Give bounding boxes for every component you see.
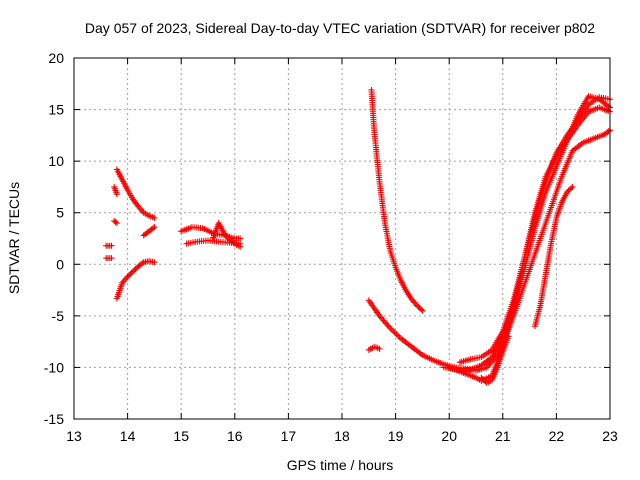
data-point bbox=[113, 191, 120, 198]
data-point bbox=[108, 255, 115, 262]
data-point bbox=[139, 260, 146, 267]
data-point bbox=[565, 187, 572, 194]
x-tick-label: 18 bbox=[334, 428, 350, 444]
data-point bbox=[414, 302, 421, 309]
data-point bbox=[376, 345, 383, 352]
data-point bbox=[569, 183, 576, 190]
y-tick-label: -5 bbox=[52, 308, 65, 324]
data-point bbox=[564, 189, 571, 196]
data-point bbox=[418, 306, 425, 313]
series-arc-11 bbox=[368, 86, 426, 314]
data-point bbox=[112, 218, 119, 225]
y-tick-label: -10 bbox=[44, 359, 64, 375]
data-point bbox=[605, 128, 612, 135]
series-arc-4 bbox=[111, 183, 120, 198]
series-arc-3 bbox=[113, 166, 158, 221]
data-point bbox=[131, 267, 138, 274]
marks-layer bbox=[103, 86, 613, 386]
data-point bbox=[151, 259, 158, 266]
data-point bbox=[481, 377, 488, 384]
y-tick-label: 5 bbox=[56, 205, 64, 221]
data-point bbox=[150, 225, 157, 232]
data-point bbox=[568, 185, 575, 192]
series-arc-5 bbox=[111, 217, 120, 227]
data-point bbox=[129, 268, 136, 275]
data-point bbox=[478, 374, 485, 381]
y-tick-label: 20 bbox=[48, 50, 64, 66]
data-point bbox=[415, 303, 422, 310]
y-axis-label: SDTVAR / TECUs bbox=[6, 182, 22, 294]
data-point bbox=[230, 239, 237, 246]
x-axis-label: GPS time / hours bbox=[287, 457, 394, 473]
data-point bbox=[237, 243, 244, 250]
data-point bbox=[128, 269, 135, 276]
x-tick-label: 20 bbox=[441, 428, 457, 444]
data-point bbox=[124, 273, 131, 280]
data-point bbox=[151, 224, 158, 231]
series-arc-6 bbox=[113, 258, 158, 302]
x-tick-label: 13 bbox=[66, 428, 82, 444]
data-point bbox=[108, 242, 115, 249]
series-arc-7 bbox=[140, 224, 158, 239]
x-tick-label: 14 bbox=[120, 428, 136, 444]
y-tick-label: 0 bbox=[56, 256, 64, 272]
series-arc-12 bbox=[365, 343, 383, 353]
data-point bbox=[505, 333, 512, 340]
x-tick-label: 16 bbox=[227, 428, 243, 444]
x-tick-label: 22 bbox=[549, 428, 565, 444]
series-arc-17 bbox=[531, 183, 576, 330]
y-tick-label: 10 bbox=[48, 153, 64, 169]
series-arc-18 bbox=[478, 333, 512, 386]
data-point bbox=[416, 305, 423, 312]
data-point bbox=[132, 265, 139, 272]
data-point bbox=[419, 307, 426, 314]
tick-layer: 13 14 15 16 17 18 19 20 21 22 23 -15 -10 -5 0 5 10 15 20 bbox=[44, 50, 618, 444]
x-tick-label: 23 bbox=[602, 428, 618, 444]
x-tick-label: 15 bbox=[173, 428, 189, 444]
series-arc-16 bbox=[446, 104, 613, 374]
data-point bbox=[113, 220, 120, 227]
y-tick-label: -15 bbox=[44, 411, 64, 427]
chart-title: Day 057 of 2023, Sidereal Day-to-day VTE… bbox=[85, 20, 595, 36]
series-arc-1 bbox=[103, 242, 115, 249]
data-point bbox=[479, 376, 486, 383]
x-tick-label: 19 bbox=[388, 428, 404, 444]
data-point bbox=[127, 271, 134, 278]
series-arc-2 bbox=[103, 255, 115, 262]
x-tick-label: 21 bbox=[495, 428, 511, 444]
y-tick-label: 15 bbox=[48, 102, 64, 118]
grid-layer bbox=[74, 58, 610, 419]
data-point bbox=[151, 214, 158, 221]
x-tick-label: 17 bbox=[281, 428, 297, 444]
data-point bbox=[237, 235, 244, 242]
series-arc-10 bbox=[210, 220, 244, 250]
data-point bbox=[125, 272, 132, 279]
data-point bbox=[566, 186, 573, 193]
